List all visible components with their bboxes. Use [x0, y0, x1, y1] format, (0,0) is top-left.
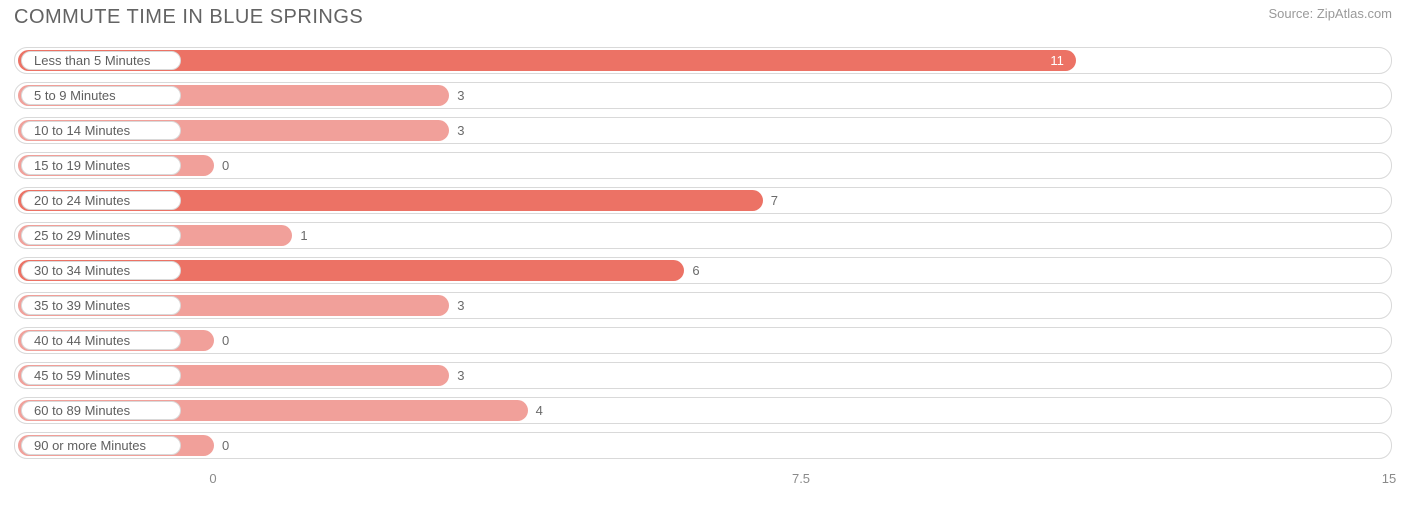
- chart-title: COMMUTE TIME IN BLUE SPRINGS: [14, 6, 363, 29]
- bar-label: 5 to 9 Minutes: [34, 88, 116, 103]
- bar-label-pill: 10 to 14 Minutes: [21, 121, 181, 140]
- chart-row: 45 to 59 Minutes 3: [14, 362, 1392, 389]
- bar-value: 0: [214, 433, 229, 458]
- x-axis: 07.515: [14, 467, 1392, 491]
- bar-label: 35 to 39 Minutes: [34, 298, 130, 313]
- chart-header: COMMUTE TIME IN BLUE SPRINGS Source: Zip…: [0, 0, 1406, 33]
- bar-label-pill: 40 to 44 Minutes: [21, 331, 181, 350]
- bar-value: 3: [449, 363, 464, 388]
- bar-label-pill: 90 or more Minutes: [21, 436, 181, 455]
- bar-value: 11: [1042, 48, 1064, 73]
- bar-label: 90 or more Minutes: [34, 438, 146, 453]
- axis-tick-label: 0: [209, 471, 216, 486]
- bar-value: 3: [449, 118, 464, 143]
- bar-label-pill: 15 to 19 Minutes: [21, 156, 181, 175]
- chart-row: 5 to 9 Minutes 3: [14, 82, 1392, 109]
- chart-row: 60 to 89 Minutes 4: [14, 397, 1392, 424]
- bar-value: 7: [763, 188, 778, 213]
- bar-value: 1: [292, 223, 307, 248]
- bar-value: 3: [449, 293, 464, 318]
- chart-row: 40 to 44 Minutes 0: [14, 327, 1392, 354]
- chart-row: 20 to 24 Minutes 7: [14, 187, 1392, 214]
- bar-value: 3: [449, 83, 464, 108]
- bar-label: 20 to 24 Minutes: [34, 193, 130, 208]
- bar-label-pill: 25 to 29 Minutes: [21, 226, 181, 245]
- chart-row: 30 to 34 Minutes 6: [14, 257, 1392, 284]
- bar-label: 45 to 59 Minutes: [34, 368, 130, 383]
- bar-label-pill: Less than 5 Minutes: [21, 51, 181, 70]
- bar-value: 6: [684, 258, 699, 283]
- bar-label-pill: 60 to 89 Minutes: [21, 401, 181, 420]
- chart-row: 35 to 39 Minutes 3: [14, 292, 1392, 319]
- bar-label-pill: 20 to 24 Minutes: [21, 191, 181, 210]
- bar-value: 0: [214, 328, 229, 353]
- bar-label: Less than 5 Minutes: [34, 53, 150, 68]
- chart-row: 15 to 19 Minutes 0: [14, 152, 1392, 179]
- chart-row: 10 to 14 Minutes 3: [14, 117, 1392, 144]
- bar-value: 4: [528, 398, 543, 423]
- bar-label: 25 to 29 Minutes: [34, 228, 130, 243]
- chart-row: 25 to 29 Minutes 1: [14, 222, 1392, 249]
- chart-row: Less than 5 Minutes 11: [14, 47, 1392, 74]
- bar-label-pill: 45 to 59 Minutes: [21, 366, 181, 385]
- bar-label: 15 to 19 Minutes: [34, 158, 130, 173]
- bar-label: 40 to 44 Minutes: [34, 333, 130, 348]
- bar-value: 0: [214, 153, 229, 178]
- bar-label-pill: 5 to 9 Minutes: [21, 86, 181, 105]
- bar-label: 60 to 89 Minutes: [34, 403, 130, 418]
- bar-label: 10 to 14 Minutes: [34, 123, 130, 138]
- chart-area: Less than 5 Minutes115 to 9 Minutes310 t…: [0, 33, 1406, 459]
- chart-row: 90 or more Minutes 0: [14, 432, 1392, 459]
- bar-label: 30 to 34 Minutes: [34, 263, 130, 278]
- axis-tick-label: 7.5: [792, 471, 810, 486]
- axis-tick-label: 15: [1382, 471, 1396, 486]
- bar-label-pill: 35 to 39 Minutes: [21, 296, 181, 315]
- chart-source: Source: ZipAtlas.com: [1268, 6, 1392, 21]
- bar-label-pill: 30 to 34 Minutes: [21, 261, 181, 280]
